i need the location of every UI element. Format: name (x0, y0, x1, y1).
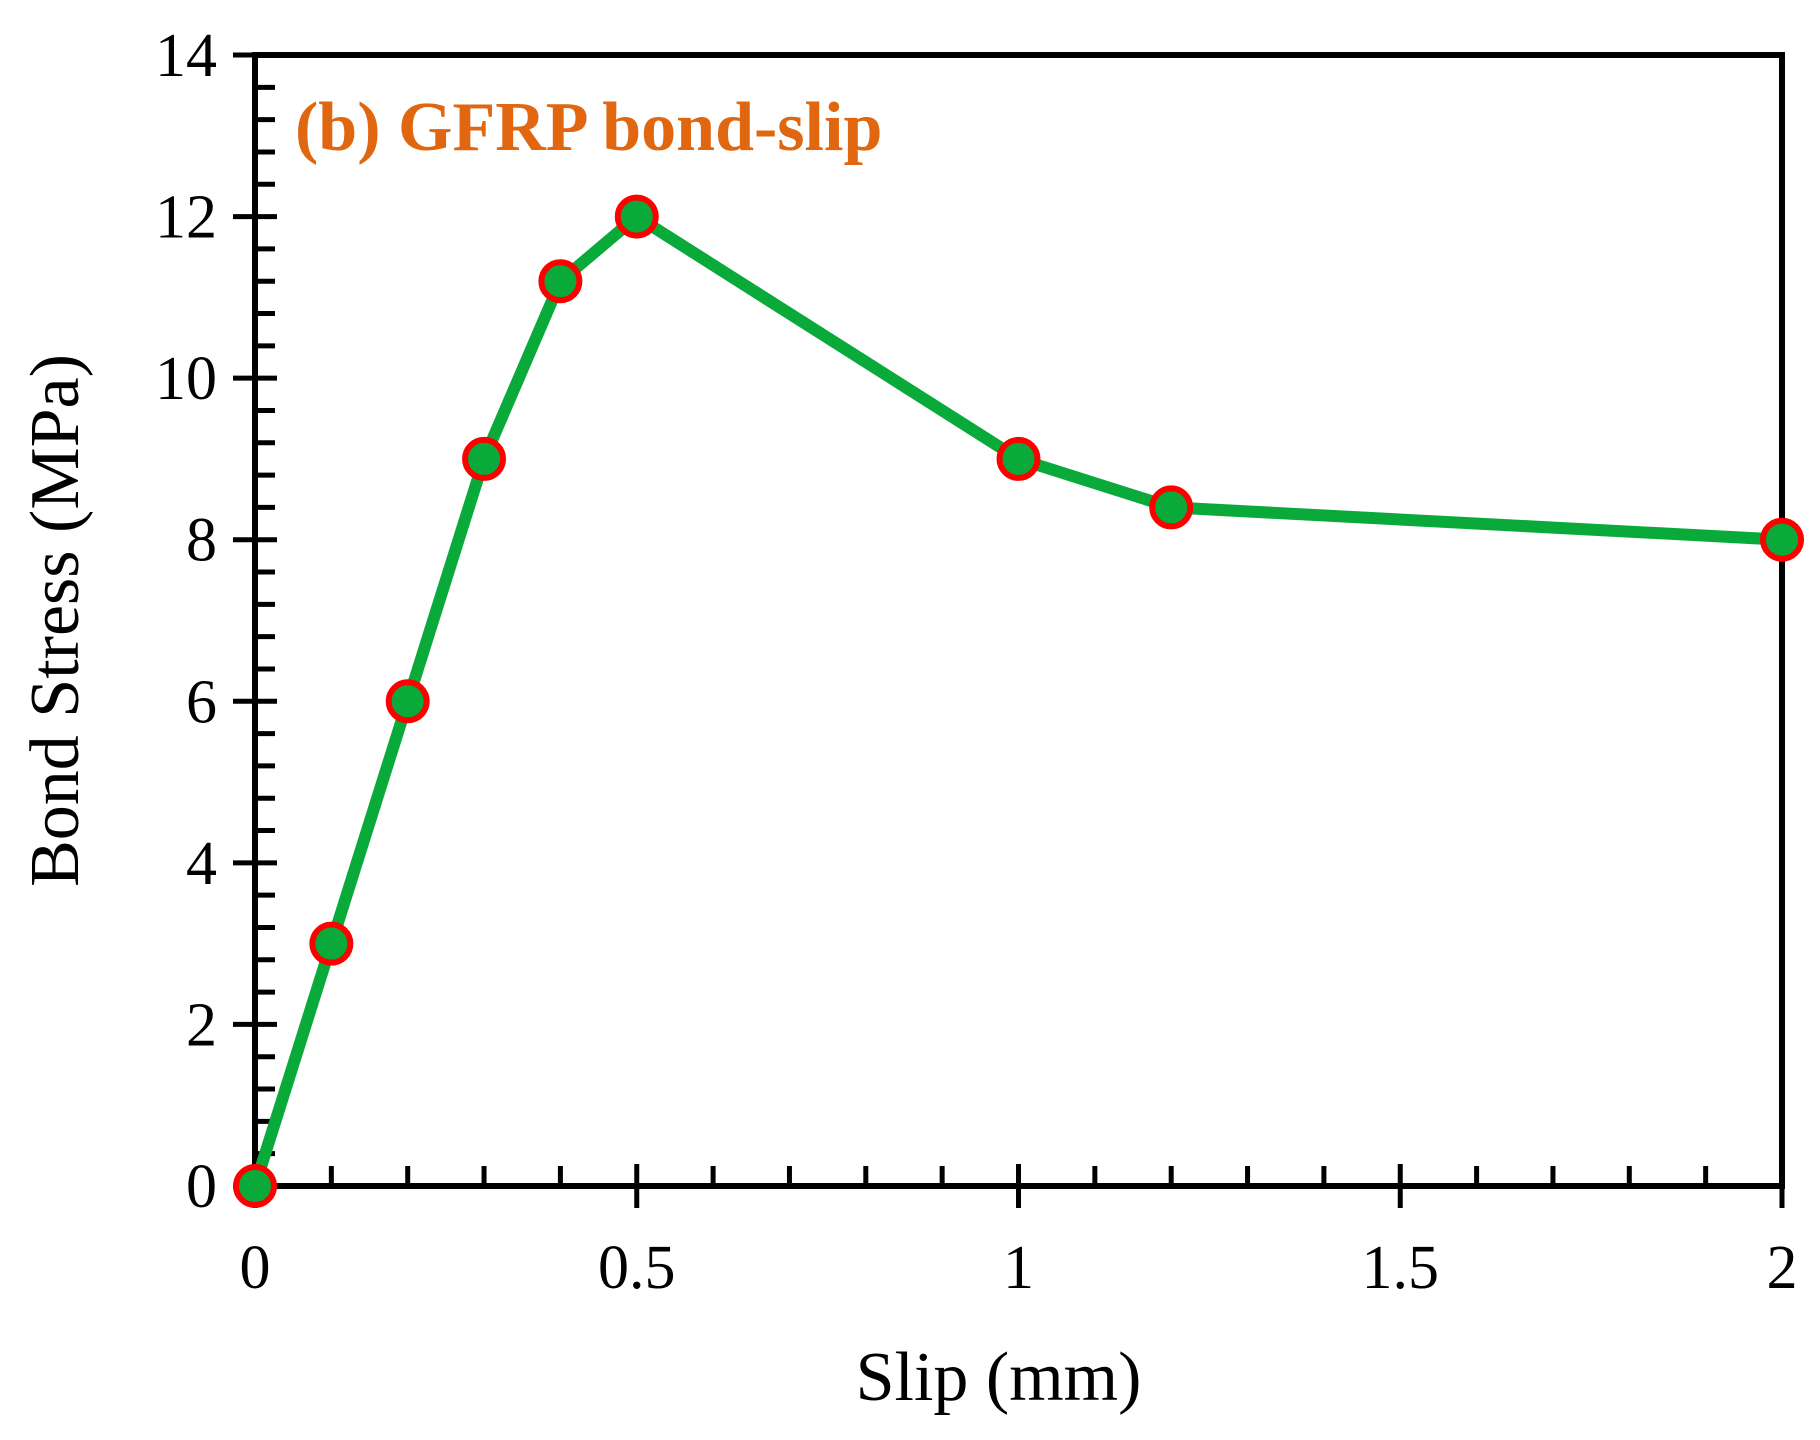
y-tick-label: 14 (155, 22, 217, 90)
minor-ticks (255, 84, 1709, 1186)
tick-labels: 0 0.5 1 1.5 2 0 2 4 6 8 10 12 14 (155, 22, 1798, 1302)
x-tick-label: 1.5 (1362, 1234, 1440, 1302)
x-tick-label: 0 (240, 1234, 271, 1302)
chart-title: (b) GFRP bond-slip (295, 89, 882, 166)
data-point (385, 679, 430, 724)
data-point (614, 194, 659, 239)
series-group (233, 194, 1804, 1208)
y-tick-label: 0 (186, 1153, 217, 1221)
data-point (538, 259, 583, 304)
x-tick-label: 2 (1767, 1234, 1798, 1302)
major-ticks (233, 52, 1785, 1208)
y-axis-title: Bond Stress (MPa) (17, 354, 94, 887)
plot-area-frame (252, 52, 1785, 1189)
data-point (233, 1164, 277, 1208)
data-point (1760, 517, 1804, 562)
x-tick-label: 0.5 (598, 1234, 676, 1302)
y-tick-label: 10 (155, 345, 217, 413)
y-tick-label: 2 (186, 991, 217, 1059)
data-point (1149, 485, 1194, 530)
series-line (249, 210, 1788, 1192)
y-tick-label: 4 (186, 830, 217, 898)
y-tick-label: 12 (155, 184, 217, 252)
data-point (462, 436, 507, 481)
x-tick-label: 1 (1003, 1234, 1034, 1302)
data-point (309, 921, 354, 966)
y-tick-label: 8 (186, 507, 217, 575)
data-point (996, 436, 1041, 481)
x-axis-title: Slip (mm) (856, 1339, 1142, 1416)
y-tick-label: 6 (186, 668, 217, 736)
